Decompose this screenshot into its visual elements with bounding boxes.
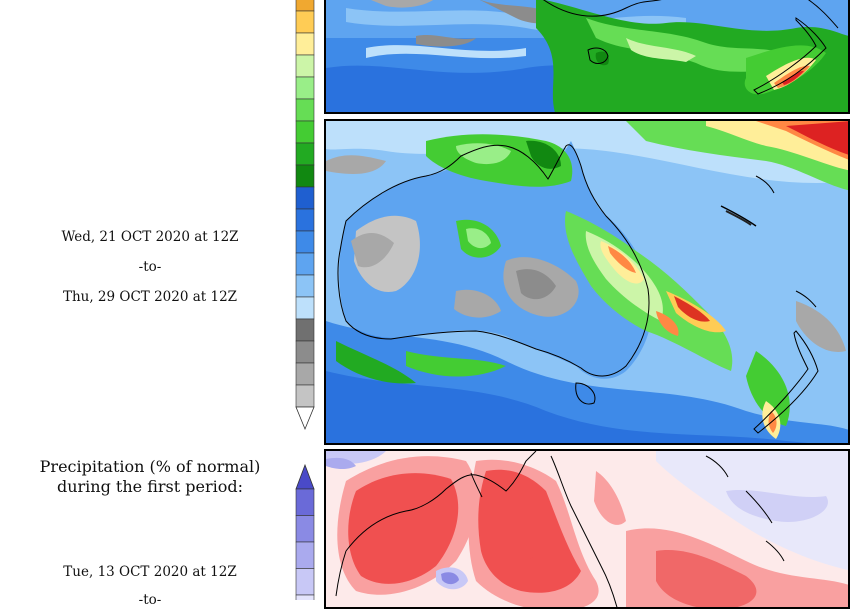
colorbar-segment [296,363,314,385]
colorbar-segment [296,209,314,231]
percent-colorbar-segment [296,569,314,596]
precip-title-line2: during the first period: [20,477,280,497]
precip-map-panel-middle [324,119,850,445]
colorbar-segment [296,121,314,143]
percent-colorbar-segment [296,595,314,600]
precip-title-line1: Precipitation (% of normal) [20,457,280,477]
precip-percent-title: Precipitation (% of normal) during the f… [20,457,280,497]
colorbar-segment [296,187,314,209]
colorbar-segment [296,319,314,341]
colorbar-segment [296,143,314,165]
colorbar-segment [296,77,314,99]
colorbar-segment [296,33,314,55]
colorbar-segment [296,275,314,297]
period-separator-label: -to- [0,259,300,275]
percent-colorbar-segment [296,542,314,569]
percent-colorbar-segment [296,489,314,516]
colorbar-bottom-arrow [296,407,314,429]
colorbar-segment [296,11,314,33]
colorbar-segment [296,385,314,407]
colorbar-segment [296,297,314,319]
colorbar-segment [296,253,314,275]
colorbar-segment [296,341,314,363]
precip-map-panel-top [324,0,850,114]
colorbar-segment [296,99,314,121]
period-end-label: Thu, 29 OCT 2020 at 12Z [0,289,300,305]
period-start-label: Wed, 21 OCT 2020 at 12Z [0,229,300,245]
colorbar-segment [296,55,314,77]
colorbar-segment [296,165,314,187]
colorbar-segment [296,231,314,253]
percent-period-start-label: Tue, 13 OCT 2020 at 12Z [0,564,300,580]
percent-colorbar-segment [296,516,314,543]
colorbar-top-segment [296,0,314,11]
percent-colorbar-top-arrow [296,465,314,489]
percent-period-separator-label: -to- [0,592,300,608]
precip-percent-map-panel [324,449,850,609]
